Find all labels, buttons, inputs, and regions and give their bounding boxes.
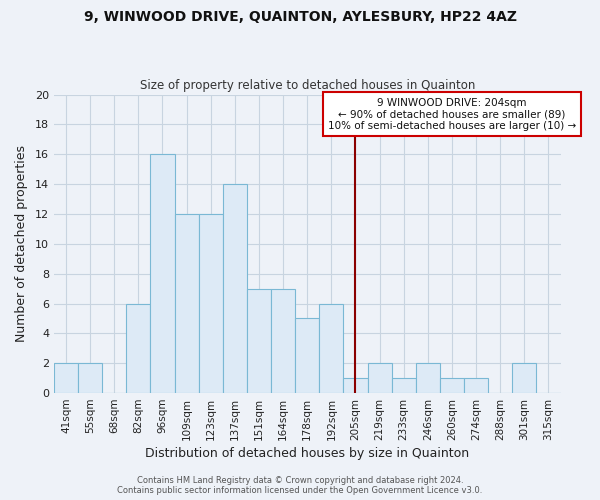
Bar (416, 363, 440, 393)
Text: Contains HM Land Registry data © Crown copyright and database right 2024.
Contai: Contains HM Land Registry data © Crown c… (118, 476, 482, 495)
Bar (175, 214, 199, 393)
X-axis label: Distribution of detached houses by size in Quainton: Distribution of detached houses by size … (145, 447, 469, 460)
Bar (199, 214, 223, 393)
Y-axis label: Number of detached properties: Number of detached properties (15, 146, 28, 342)
Bar (223, 184, 247, 393)
Bar (319, 304, 343, 393)
Text: 9 WINWOOD DRIVE: 204sqm
← 90% of detached houses are smaller (89)
10% of semi-de: 9 WINWOOD DRIVE: 204sqm ← 90% of detache… (328, 98, 576, 130)
Text: 9, WINWOOD DRIVE, QUAINTON, AYLESBURY, HP22 4AZ: 9, WINWOOD DRIVE, QUAINTON, AYLESBURY, H… (83, 10, 517, 24)
Bar (392, 378, 416, 393)
Bar (54, 363, 78, 393)
Bar (440, 378, 464, 393)
Bar (512, 363, 536, 393)
Bar (368, 363, 392, 393)
Bar (151, 154, 175, 393)
Bar (247, 288, 271, 393)
Bar (464, 378, 488, 393)
Bar (295, 318, 319, 393)
Bar (271, 288, 295, 393)
Bar (343, 378, 368, 393)
Bar (127, 304, 151, 393)
Bar (78, 363, 102, 393)
Title: Size of property relative to detached houses in Quainton: Size of property relative to detached ho… (140, 79, 475, 92)
